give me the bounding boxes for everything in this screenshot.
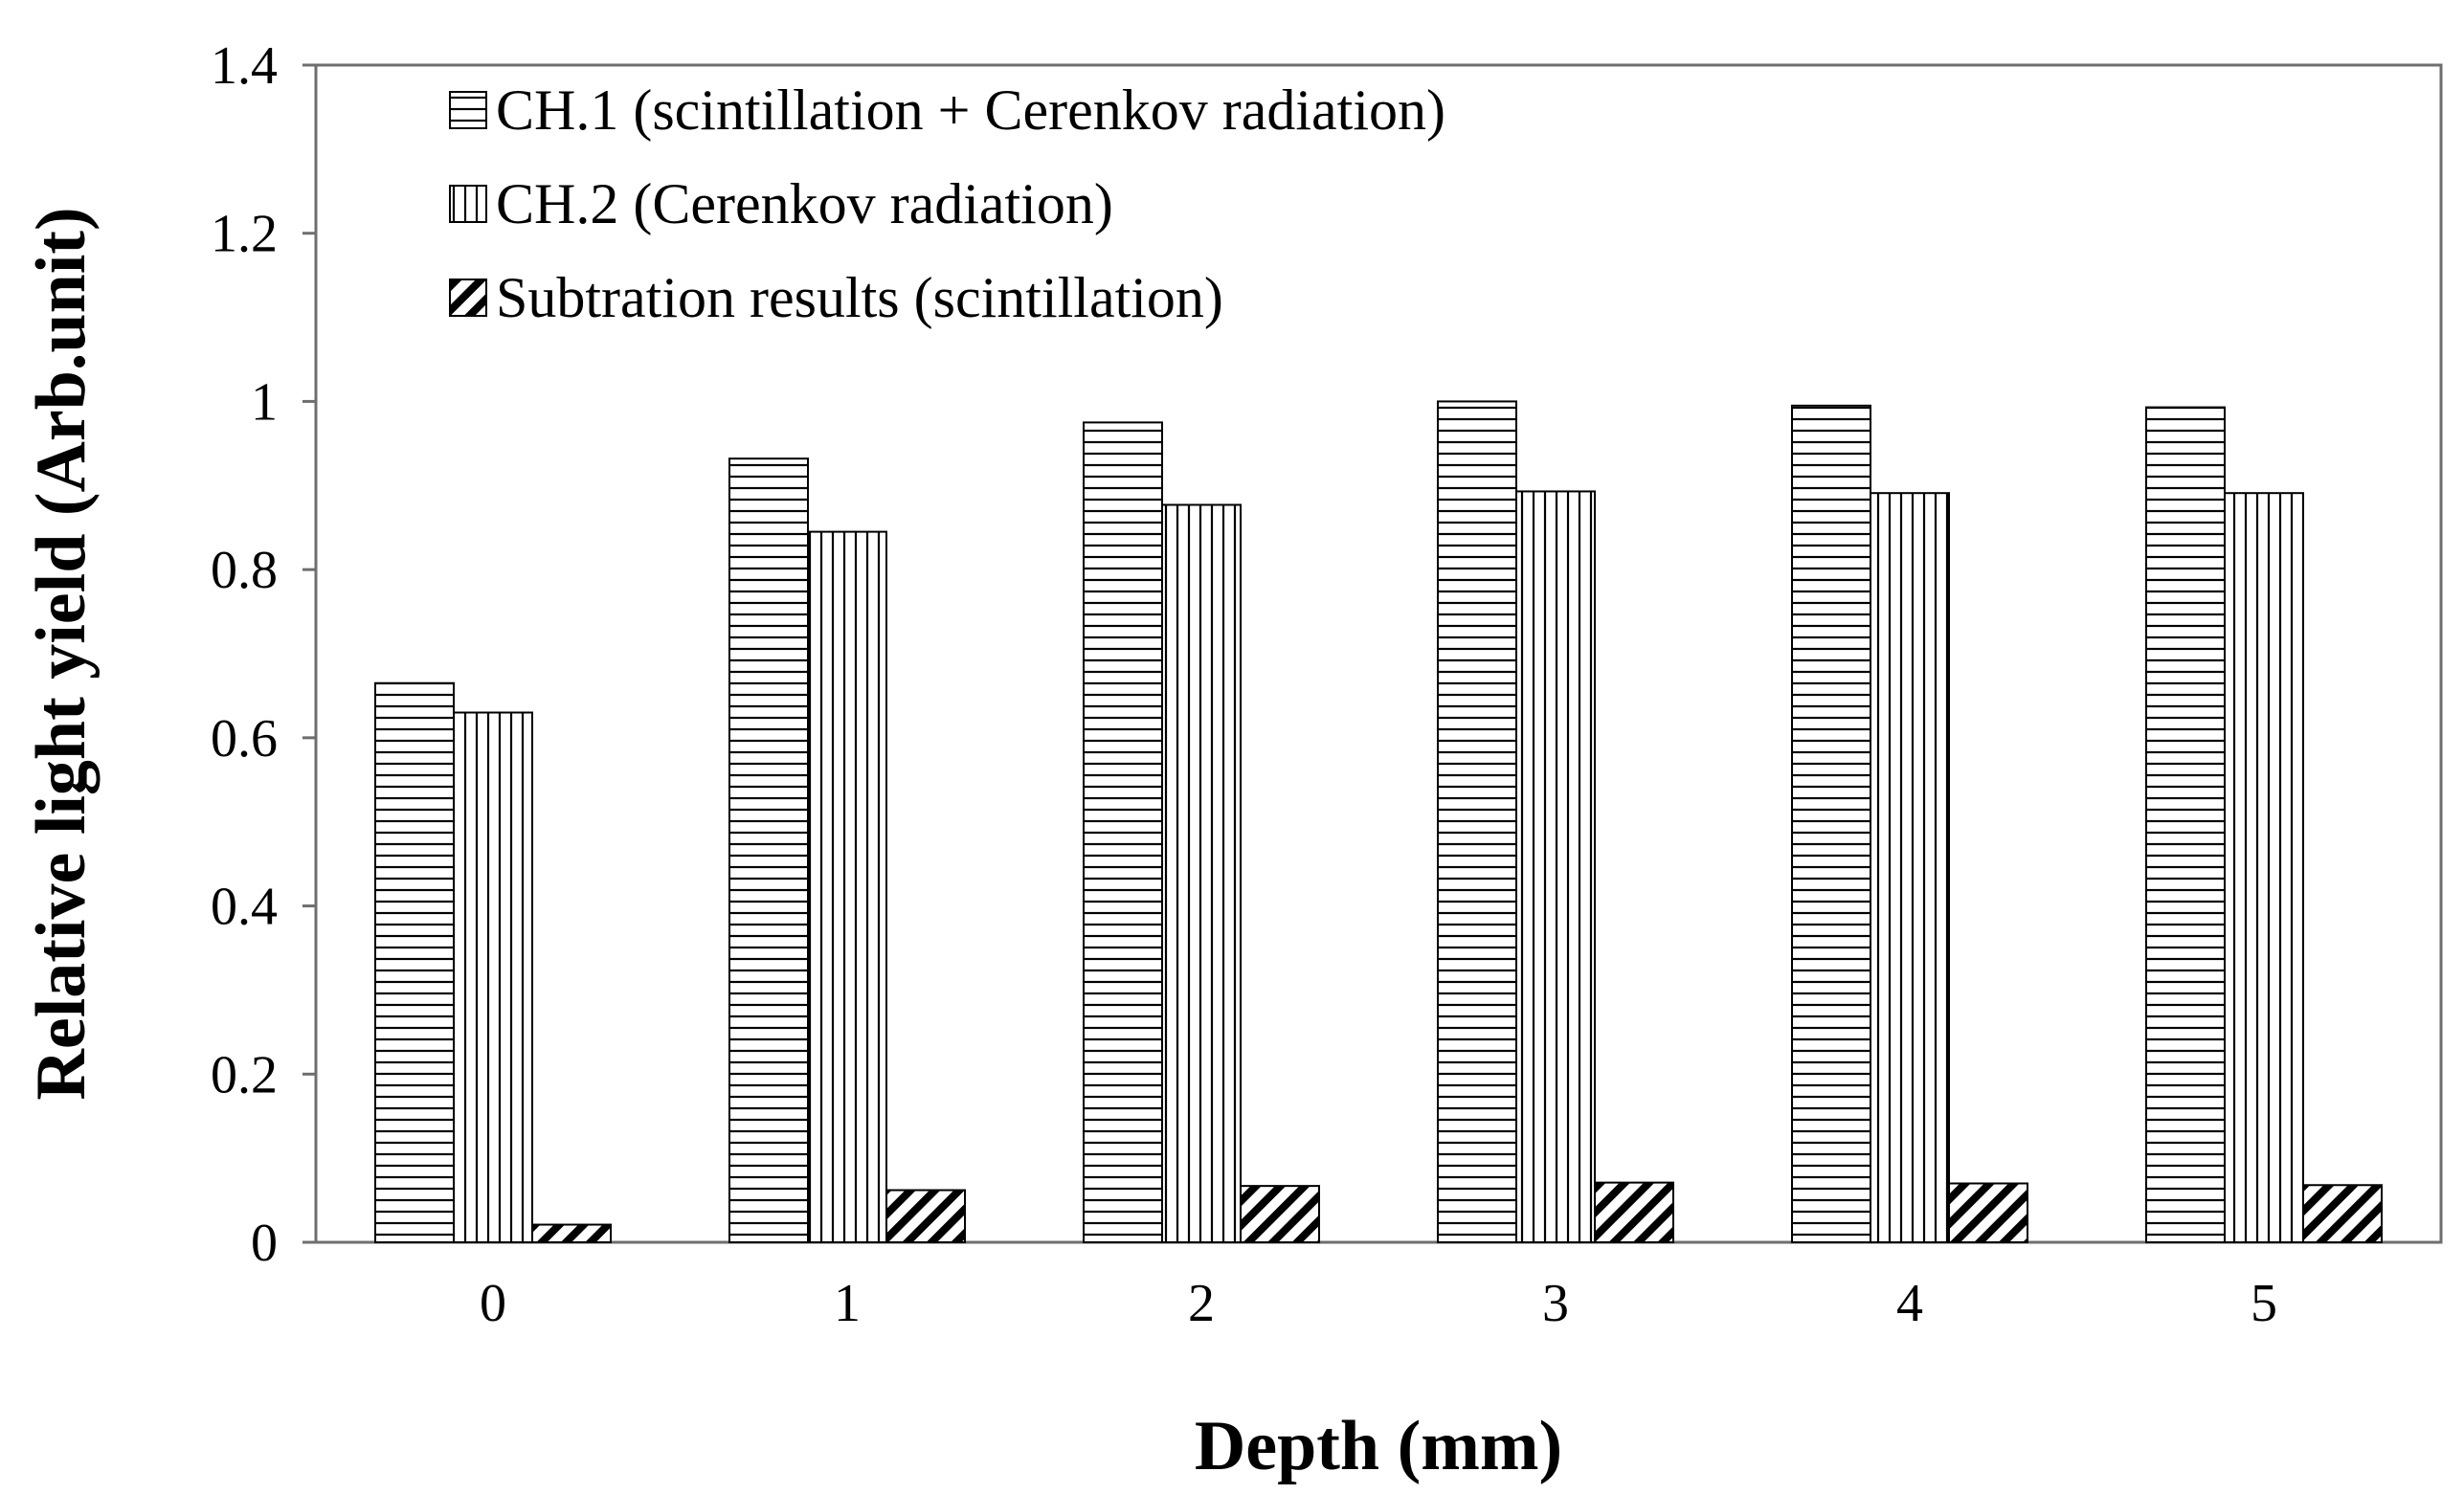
x-tick-label: 4 <box>1896 1274 1923 1333</box>
bar-series-2-depth-4 <box>1870 492 1950 1243</box>
bar-series-3-depth-0 <box>531 1223 612 1244</box>
legend-swatch-2 <box>449 185 487 223</box>
bar-series-2-depth-3 <box>1515 490 1596 1243</box>
bar-series-3-depth-2 <box>1240 1185 1320 1244</box>
x-axis-title: Depth (mm) <box>1195 1407 1562 1485</box>
x-tick-label: 5 <box>2251 1274 2277 1333</box>
bar-series-2-depth-1 <box>807 530 887 1243</box>
bar-series-3-depth-5 <box>2302 1184 2383 1244</box>
y-tick-label: 0 <box>251 1214 278 1273</box>
x-axis: 0 1 2 3 4 5 <box>480 1274 2277 1333</box>
legend: CH.1 (scintillation + Cerenkov radiation… <box>449 78 1445 329</box>
bar-series-2-depth-5 <box>2224 492 2304 1243</box>
bar-series-1-depth-3 <box>1437 400 1517 1243</box>
x-tick-label: 3 <box>1542 1274 1569 1333</box>
x-tick-label: 2 <box>1188 1274 1215 1333</box>
bar-series-1-depth-1 <box>728 457 809 1243</box>
legend-label-1: CH.1 (scintillation + Cerenkov radiation… <box>496 78 1445 142</box>
legend-swatch-1 <box>449 91 487 129</box>
y-axis: 0 0.2 0.4 0.6 0.8 1 1.2 1.4 <box>211 36 316 1273</box>
bar-series-3-depth-3 <box>1594 1181 1674 1244</box>
x-tick-label: 1 <box>834 1274 861 1333</box>
legend-swatch-3 <box>449 279 487 317</box>
bar-series-3-depth-4 <box>1948 1182 2028 1243</box>
bar-series-1-depth-5 <box>2145 406 2226 1244</box>
y-tick-label: 0.6 <box>211 709 278 769</box>
x-tick-label: 0 <box>480 1274 506 1333</box>
bar-series-1-depth-2 <box>1083 421 1163 1243</box>
y-tick-label: 1.4 <box>211 36 278 96</box>
y-tick-label: 0.4 <box>211 878 278 937</box>
bars <box>374 400 2383 1244</box>
y-tick-label: 0.8 <box>211 541 278 600</box>
bar-series-2-depth-2 <box>1161 503 1242 1243</box>
bar-series-1-depth-0 <box>374 681 455 1243</box>
y-axis-title: Relative light yield (Arb.unit) <box>22 207 101 1100</box>
y-tick-label: 0.2 <box>211 1045 278 1104</box>
y-tick-label: 1 <box>251 372 278 432</box>
bar-series-1-depth-4 <box>1791 404 1871 1244</box>
legend-label-3: Subtration results (scintillation) <box>496 266 1223 329</box>
plot-area <box>314 63 2443 1244</box>
bar-series-2-depth-0 <box>453 711 533 1243</box>
legend-label-2: CH.2 (Cerenkov radiation) <box>496 172 1113 235</box>
y-tick-label: 1.2 <box>211 205 278 264</box>
bar-series-3-depth-1 <box>885 1189 966 1243</box>
